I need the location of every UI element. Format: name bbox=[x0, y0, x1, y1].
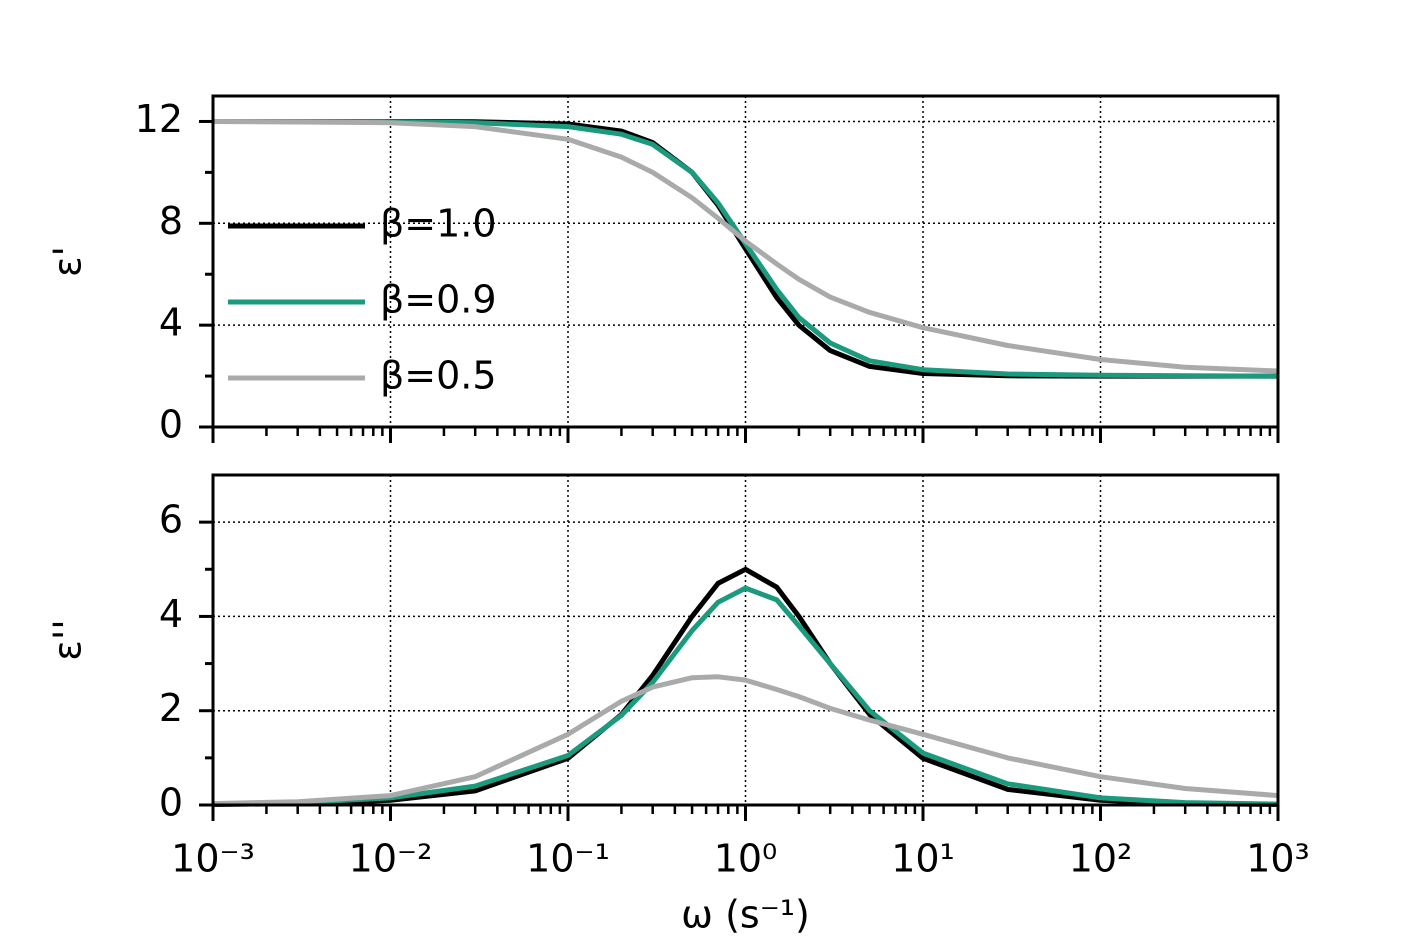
plot-frame bbox=[211, 94, 1280, 429]
x-tick-label: 10² bbox=[1069, 837, 1133, 881]
y-axis-label: ε'' bbox=[46, 619, 90, 660]
y-tick-label: 0 bbox=[159, 403, 183, 447]
y-tick-label: 8 bbox=[159, 199, 183, 243]
y-axis-label: ε' bbox=[46, 246, 90, 277]
y-tick-label: 4 bbox=[159, 301, 183, 345]
x-tick-label: 10⁻³ bbox=[171, 837, 255, 881]
y-tick-label: 0 bbox=[159, 781, 183, 825]
y-tick-label: 12 bbox=[135, 97, 183, 141]
y-tick-label: 6 bbox=[159, 498, 183, 542]
curve bbox=[212, 674, 1279, 807]
x-tick-label: 10⁻¹ bbox=[526, 837, 610, 881]
y-tick-label: 4 bbox=[159, 592, 183, 636]
x-tick-label: 10⁰ bbox=[714, 837, 778, 881]
legend-label: β=0.5 bbox=[380, 354, 497, 398]
legend-label: β=1.0 bbox=[380, 202, 497, 246]
x-axis-label: ω (s⁻¹) bbox=[681, 893, 810, 937]
plot-frame bbox=[211, 473, 1280, 807]
y-tick-label: 2 bbox=[159, 686, 183, 730]
x-tick-label: 10¹ bbox=[891, 837, 955, 881]
curve bbox=[212, 585, 1279, 807]
curve bbox=[212, 119, 1279, 374]
x-tick-label: 10⁻² bbox=[349, 837, 433, 881]
x-tick-label: 10³ bbox=[1246, 837, 1310, 881]
curve bbox=[212, 566, 1279, 807]
legend-label: β=0.9 bbox=[380, 278, 497, 322]
